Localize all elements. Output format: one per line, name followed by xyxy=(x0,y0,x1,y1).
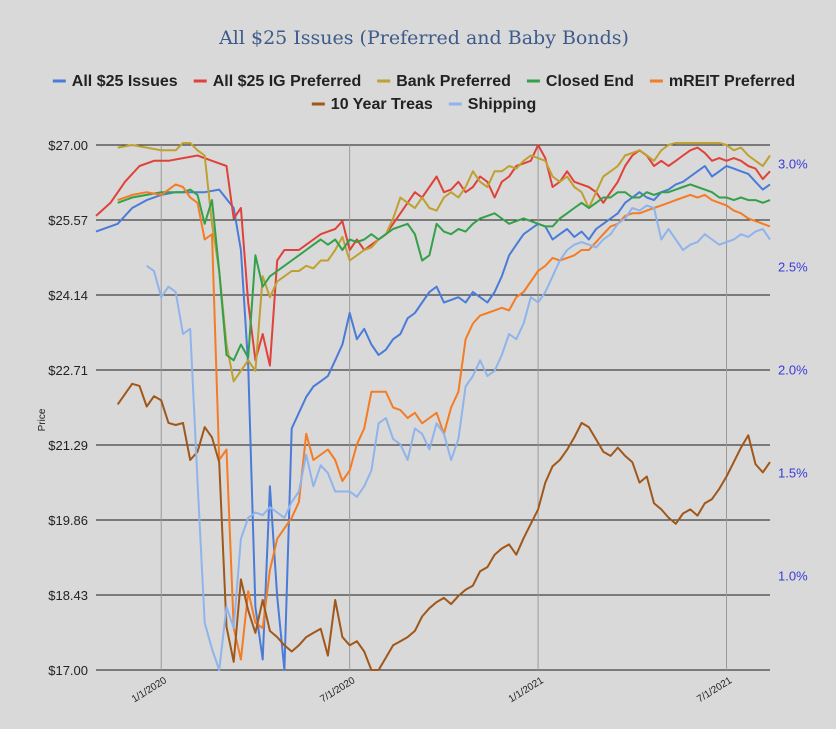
y-tick-label: $27.00 xyxy=(48,138,88,153)
legend-item: Closed End xyxy=(526,73,634,90)
y2-tick-label: 1.5% xyxy=(778,465,808,480)
grid xyxy=(96,144,770,671)
legend-item: All $25 Issues xyxy=(52,73,178,90)
legend: All $25 Issues All $25 IG Preferred Bank P… xyxy=(52,73,795,113)
y-axis-label: Price xyxy=(37,408,48,431)
series-lines xyxy=(95,142,771,671)
series-line-shipping xyxy=(146,204,771,671)
y-tick-label: $24.14 xyxy=(48,288,88,303)
series-line-bank-preferred xyxy=(117,142,771,383)
y-tick-label: $18.43 xyxy=(48,588,88,603)
y-tick-label: $21.29 xyxy=(48,438,88,453)
legend-item: Bank Preferred xyxy=(377,73,511,90)
y2-tick-label: 1.0% xyxy=(778,568,808,583)
y-tick-label: $17.00 xyxy=(48,663,88,678)
legend-label: All $25 Issues xyxy=(72,73,178,90)
series-line-10-year-treas xyxy=(116,382,771,671)
y2-tick-label: 2.0% xyxy=(778,362,808,377)
legend-item: mREIT Preferred xyxy=(649,73,795,90)
y-tick-label: $19.86 xyxy=(48,513,88,528)
y2-axis-ticks: 3.0% 2.5% 2.0% 1.5% 1.0% xyxy=(778,157,808,584)
legend-label: Shipping xyxy=(468,96,536,113)
legend-item: 10 Year Treas xyxy=(311,96,433,113)
series-line-mreit-preferred xyxy=(117,183,771,661)
legend-label: mREIT Preferred xyxy=(669,73,795,90)
series-line-all-25-ig-preferred xyxy=(95,144,771,367)
chart-title: All $25 Issues (Preferred and Baby Bonds… xyxy=(218,27,629,49)
legend-label: All $25 IG Preferred xyxy=(213,73,362,90)
y-tick-label: $22.71 xyxy=(48,363,88,378)
y-tick-label: $25.57 xyxy=(48,213,88,228)
y2-tick-label: 2.5% xyxy=(778,259,808,274)
legend-item: All $25 IG Preferred xyxy=(193,73,362,90)
y-axis-ticks: $27.00 $25.57 $24.14 $22.71 $21.29 $19.86 $18.… xyxy=(48,138,88,678)
series-line-closed-end xyxy=(117,183,771,362)
legend-label: 10 Year Treas xyxy=(331,96,433,113)
legend-label: Bank Preferred xyxy=(396,73,511,90)
series-line-all-25-issues xyxy=(95,165,771,671)
legend-label: Closed End xyxy=(546,73,634,90)
legend-item: Shipping xyxy=(448,96,536,113)
y2-tick-label: 3.0% xyxy=(778,157,808,172)
